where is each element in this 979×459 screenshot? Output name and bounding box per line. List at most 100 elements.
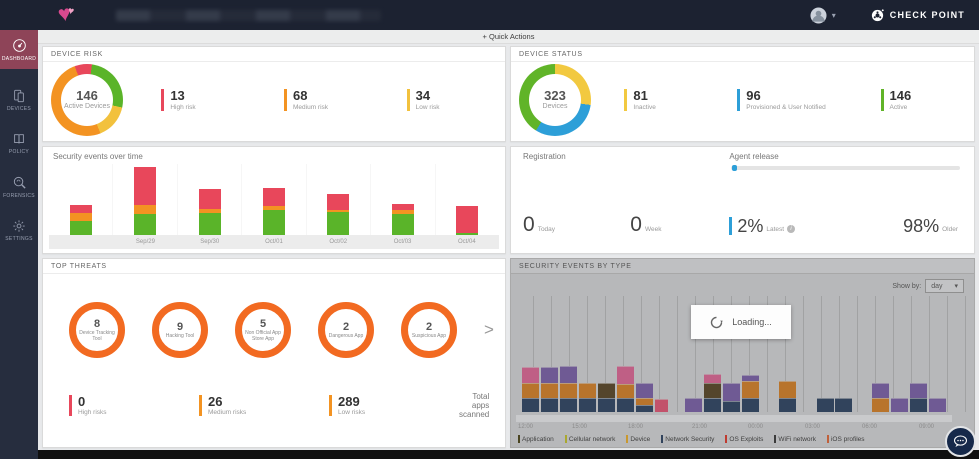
brand-heart-logo-icon: ♥ ♥: [56, 0, 76, 27]
show-by-select[interactable]: day ▾: [925, 279, 964, 293]
events-axis: Sep/29 Sep/30 Oct/01 Oct/02 Oct/03 Oct/04: [49, 235, 499, 249]
sidebar-item-forensics[interactable]: FORENSICS: [0, 169, 38, 204]
axis-tick-label: 03:00: [805, 424, 821, 430]
axis-tick-label: 21:00: [692, 424, 708, 430]
axis-tick-label: 15:00: [572, 424, 588, 430]
donut-value: 146: [76, 88, 98, 104]
axis-tick-label: Oct/03: [393, 239, 412, 245]
show-by-label: Show by:: [892, 282, 922, 290]
section-label: Security events over time: [53, 152, 143, 161]
stacked-bar: [872, 383, 889, 412]
stacked-bar: [69, 205, 92, 235]
user-menu[interactable]: ▾: [810, 6, 836, 24]
security-events-by-type-panel: SECURITY EVENTS BY TYPE Show by: day ▾ 1…: [510, 258, 975, 448]
legend-marker: [626, 435, 629, 443]
panel-title: SECURITY EVENTS BY TYPE: [511, 259, 974, 274]
events-bar-slot: [306, 164, 370, 235]
stacked-bar: [835, 398, 852, 412]
info-icon[interactable]: i: [787, 225, 796, 233]
stat-medium-risks: 26 Medium risks: [199, 394, 257, 417]
legend-item: Network Security: [661, 435, 714, 443]
devices-icon: [14, 89, 24, 103]
panel-title: DEVICE STATUS: [511, 47, 974, 62]
stacked-bar: [910, 383, 927, 412]
chevron-down-icon: ▾: [954, 283, 958, 290]
forensics-magnifier-icon: [13, 176, 26, 189]
stat-inactive: 81 Inactive: [624, 89, 682, 111]
stacked-bar: [817, 398, 834, 412]
events-bar-slot: [112, 164, 176, 235]
events-bar-slot: [370, 164, 434, 235]
threat-circle-non-official-app[interactable]: 5 Non Official App Store App: [235, 302, 291, 358]
type-chart-time-labels: 12:00 15:00 18:00 21:00 00:00 03:00 06:00 09:00: [516, 424, 969, 433]
progress-latest-segment: [732, 165, 738, 171]
next-arrow-button[interactable]: >: [484, 320, 494, 339]
registration-today: 0 Today: [523, 213, 556, 236]
legend-item: WiFi network: [774, 435, 816, 443]
threat-circle-suspicious-app[interactable]: 2 Suspicious App: [401, 302, 457, 358]
axis-tick-label: Oct/01: [265, 239, 283, 245]
sidebar-item-settings[interactable]: SETTINGS: [0, 213, 38, 247]
chat-bubble-icon: [953, 435, 968, 448]
panel-title: TOP THREATS: [43, 259, 505, 274]
agent-older: 98% Older: [903, 216, 958, 236]
legend-marker: [564, 435, 567, 443]
redacted-text: [116, 9, 381, 21]
axis-tick-label: Oct/02: [329, 239, 348, 245]
stacked-bar: [929, 398, 946, 412]
stacked-bar: [456, 206, 479, 235]
legend-item: Device: [626, 435, 650, 443]
events-bar-slot: [49, 164, 112, 235]
threat-circle-hacking-tool[interactable]: 9 Hacking Tool: [152, 302, 208, 358]
type-chart-legend: Application Cellular network Device Network…: [518, 435, 865, 443]
sidebar-item-policy[interactable]: POLICY: [0, 126, 38, 160]
panel-title: DEVICE RISK: [43, 47, 505, 62]
stacked-bar: [560, 366, 577, 412]
axis-tick-label: 12:00: [518, 424, 534, 430]
device-status-panel: DEVICE STATUS 323 Devices 81 Inactive 96: [510, 46, 975, 142]
policy-book-icon: [14, 134, 24, 144]
stacked-bar: [742, 375, 759, 412]
loading-indicator: Loading...: [691, 305, 791, 339]
legend-item: Application: [518, 435, 554, 443]
agent-latest: 2% Latest i: [729, 217, 796, 235]
quick-actions-button[interactable]: + Quick Actions: [38, 30, 979, 44]
legend-item: Cellular network: [564, 435, 615, 443]
top-bar: ♥ ♥ ▾ CHECK POINT: [0, 0, 979, 30]
stacked-bar: [327, 194, 350, 235]
chevron-down-icon[interactable]: ▾: [831, 10, 836, 20]
stat-high-risk: 13 High risk: [161, 89, 219, 111]
axis-tick-label: [49, 235, 113, 249]
stacked-bar: [779, 381, 796, 412]
registration-week: 0 Week: [630, 213, 662, 236]
total-apps-scanned-label: Total apps scanned: [459, 392, 490, 419]
legend-marker: [661, 435, 664, 443]
user-avatar-icon[interactable]: [810, 6, 827, 24]
stacked-bar: [198, 189, 221, 235]
stacked-bar: [891, 398, 908, 412]
registration-label: Registration: [523, 152, 566, 161]
sidebar-item-devices[interactable]: DEVICES: [0, 83, 38, 117]
threat-circle-device-tracking[interactable]: 8 Device Tracking Tool: [69, 302, 125, 358]
events-bar-slot: [435, 164, 499, 235]
sidebar-item-dashboard[interactable]: DASHBOARD: [0, 30, 38, 69]
agent-release-label: Agent release: [729, 152, 779, 161]
checkpoint-logo-icon: [871, 8, 884, 21]
axis-tick-label: 06:00: [862, 424, 878, 430]
stacked-bar: [134, 167, 157, 235]
stacked-bar: [704, 374, 721, 412]
stacked-bar: [598, 383, 615, 412]
checkpoint-logo: CHECK POINT: [870, 8, 965, 23]
top-threats-panel: TOP THREATS 8 Device Tracking Tool 9 Hac…: [42, 258, 506, 448]
threat-circle-dangerous-app[interactable]: 2 Dangerous App: [318, 302, 374, 358]
events-bar-slot: [177, 164, 241, 235]
stacked-bar: [617, 366, 634, 412]
chat-button[interactable]: [945, 426, 976, 457]
axis-tick-label: 09:00: [919, 424, 935, 430]
dashboard-gauge-icon: [12, 39, 26, 52]
stacked-bar: [579, 383, 596, 412]
stacked-bar: [541, 367, 558, 412]
agent-release-progress-bar: [731, 165, 960, 171]
stacked-bar: [262, 188, 285, 235]
legend-marker: [518, 435, 520, 443]
